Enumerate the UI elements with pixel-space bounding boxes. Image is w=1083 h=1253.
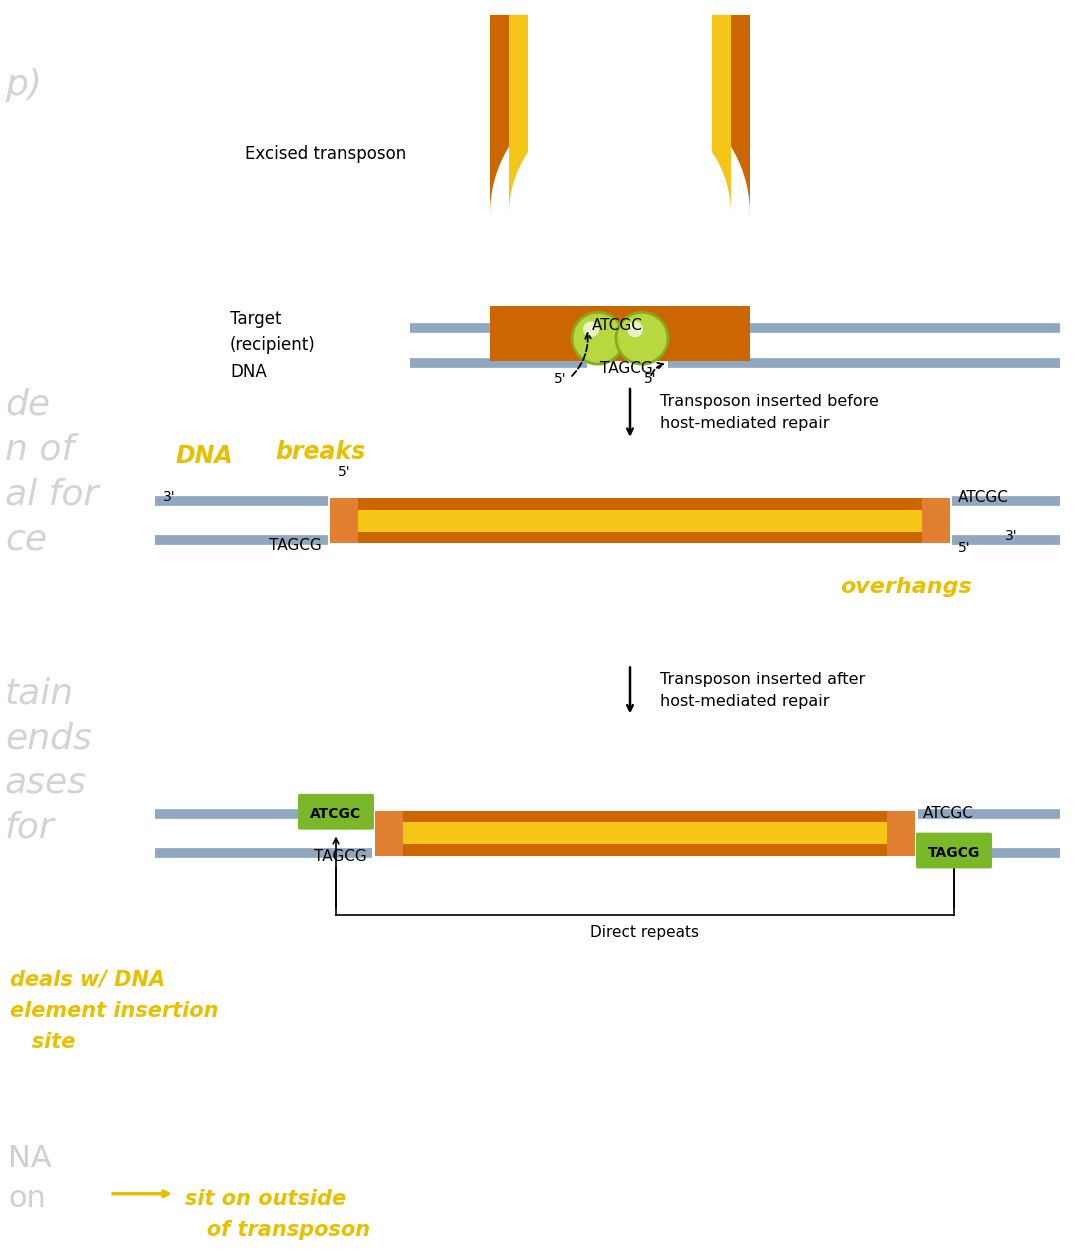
Text: 5': 5': [338, 465, 351, 479]
Text: on: on: [8, 1184, 45, 1213]
Text: ATCGC: ATCGC: [592, 318, 643, 333]
Text: Direct repeats: Direct repeats: [590, 925, 700, 940]
Polygon shape: [490, 15, 751, 214]
Bar: [490, 307, 751, 361]
Text: TAGCG: TAGCG: [600, 361, 653, 376]
Polygon shape: [330, 499, 358, 543]
Polygon shape: [375, 811, 403, 856]
Text: ends: ends: [5, 722, 92, 756]
Polygon shape: [887, 811, 915, 856]
Text: tain: tain: [5, 677, 74, 710]
Text: Transposon inserted before
host-mediated repair: Transposon inserted before host-mediated…: [660, 395, 879, 431]
Circle shape: [627, 321, 643, 337]
Text: breaks: breaks: [275, 440, 365, 464]
Polygon shape: [509, 15, 731, 214]
Text: Target
(recipient)
DNA: Target (recipient) DNA: [230, 309, 316, 381]
Text: p): p): [5, 68, 42, 101]
Text: 5': 5': [958, 541, 970, 555]
Text: TAGCG: TAGCG: [270, 538, 322, 553]
FancyBboxPatch shape: [916, 833, 992, 868]
Text: ce: ce: [5, 523, 48, 556]
Text: ATCGC: ATCGC: [958, 490, 1009, 505]
Bar: [358, 510, 922, 531]
FancyBboxPatch shape: [298, 794, 374, 829]
Text: TAGCG: TAGCG: [928, 846, 980, 860]
Text: NA: NA: [8, 1144, 52, 1173]
Circle shape: [572, 312, 624, 365]
Text: ATCGC: ATCGC: [923, 806, 974, 821]
Text: Excised transposon: Excised transposon: [245, 145, 406, 163]
Text: TAGCG: TAGCG: [314, 850, 367, 865]
Text: deals w/ DNA
element insertion
   site: deals w/ DNA element insertion site: [10, 970, 219, 1053]
Text: Transposon inserted after
host-mediated repair: Transposon inserted after host-mediated …: [660, 672, 865, 709]
Text: ases: ases: [5, 766, 87, 799]
Text: de: de: [5, 388, 50, 422]
Text: al for: al for: [5, 477, 99, 511]
Text: sit on outside
   of transposon: sit on outside of transposon: [185, 1189, 370, 1240]
Bar: [403, 822, 887, 845]
Text: 3': 3': [164, 490, 175, 505]
Text: for: for: [5, 811, 55, 845]
Text: 5': 5': [553, 372, 566, 386]
Text: 3': 3': [1005, 529, 1018, 544]
Text: 5': 5': [643, 372, 656, 386]
Bar: [375, 811, 915, 856]
Polygon shape: [529, 10, 712, 214]
Text: overhangs: overhangs: [840, 576, 971, 596]
Text: ATCGC: ATCGC: [311, 807, 362, 821]
Polygon shape: [922, 499, 950, 543]
Text: n of: n of: [5, 432, 75, 466]
Text: DNA: DNA: [175, 444, 233, 467]
Circle shape: [616, 312, 668, 365]
Circle shape: [583, 321, 599, 337]
Bar: [330, 499, 950, 543]
